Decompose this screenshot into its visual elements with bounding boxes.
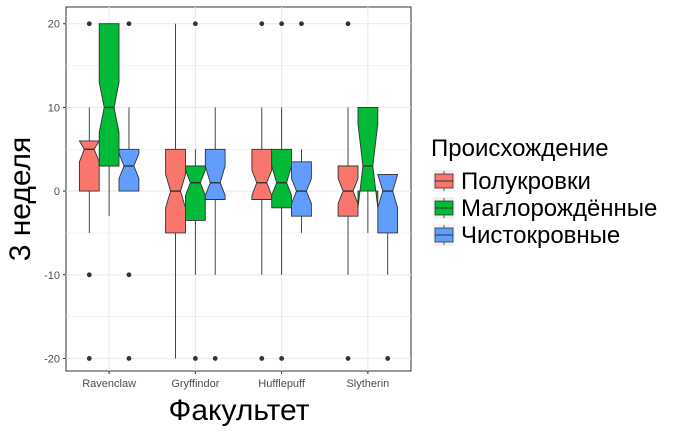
box-body [357, 106, 379, 208]
box-1-0 [98, 23, 120, 217]
legend-label: Маглорождённые [461, 195, 657, 222]
outlier-point [345, 356, 351, 361]
outlier-point [126, 21, 132, 27]
box-body [185, 165, 206, 221]
box-0-1 [165, 23, 186, 359]
x-axis-title: Факультет [169, 394, 310, 427]
y-tick-label: 0 [54, 186, 60, 198]
box-body [377, 173, 399, 234]
box-body [204, 148, 226, 200]
box-1-1 [185, 21, 206, 361]
outlier-point [259, 21, 265, 27]
outlier-point [279, 356, 285, 361]
box-2-0 [118, 21, 140, 361]
outlier-point [126, 272, 132, 278]
box-0-3 [337, 21, 359, 361]
legend: Происхождение ПолукровкиМаглорождённыеЧи… [431, 135, 657, 249]
outlier-point [86, 356, 92, 361]
box-body [78, 140, 100, 192]
box-body [118, 148, 140, 192]
box-1-3 [357, 106, 379, 233]
outlier-point [86, 21, 92, 27]
outlier-point [385, 356, 391, 361]
box-1-2 [271, 21, 292, 361]
axis-layer: -20 -10 0 10 20 Ravenclaw Gryffindor Hufflepuff… [44, 19, 389, 390]
outlier-point [126, 356, 132, 361]
box-2-3 [377, 173, 399, 361]
y-tick-label: -10 [44, 270, 60, 282]
box-body [98, 23, 120, 167]
legend-title: Происхождение [431, 135, 609, 162]
box-0-0 [78, 21, 100, 361]
y-tick-label: 20 [48, 19, 60, 31]
x-tick-label: Gryffindor [171, 378, 219, 390]
x-tick-label: Hufflepuff [258, 378, 306, 390]
outlier-point [299, 21, 304, 27]
outlier-point [212, 356, 218, 361]
box-layer [78, 21, 399, 361]
outlier-point [259, 356, 265, 361]
x-tick-label: Slytherin [346, 378, 389, 390]
outlier-point [192, 356, 198, 361]
box-2-1 [204, 107, 226, 361]
y-tick-label: 10 [48, 102, 60, 114]
outlier-point [279, 21, 285, 27]
y-axis-title: 3 неделя [4, 137, 37, 262]
outlier-point [192, 21, 198, 27]
box-body [251, 148, 273, 200]
legend-label: Полукровки [461, 168, 591, 195]
outlier-point [345, 21, 351, 27]
box-2-2 [291, 21, 312, 233]
x-tick-label: Ravenclaw [82, 378, 136, 390]
y-tick-label: -20 [44, 353, 60, 365]
outlier-point [86, 272, 92, 278]
box-body [291, 161, 312, 217]
legend-label: Чистокровные [461, 222, 620, 249]
